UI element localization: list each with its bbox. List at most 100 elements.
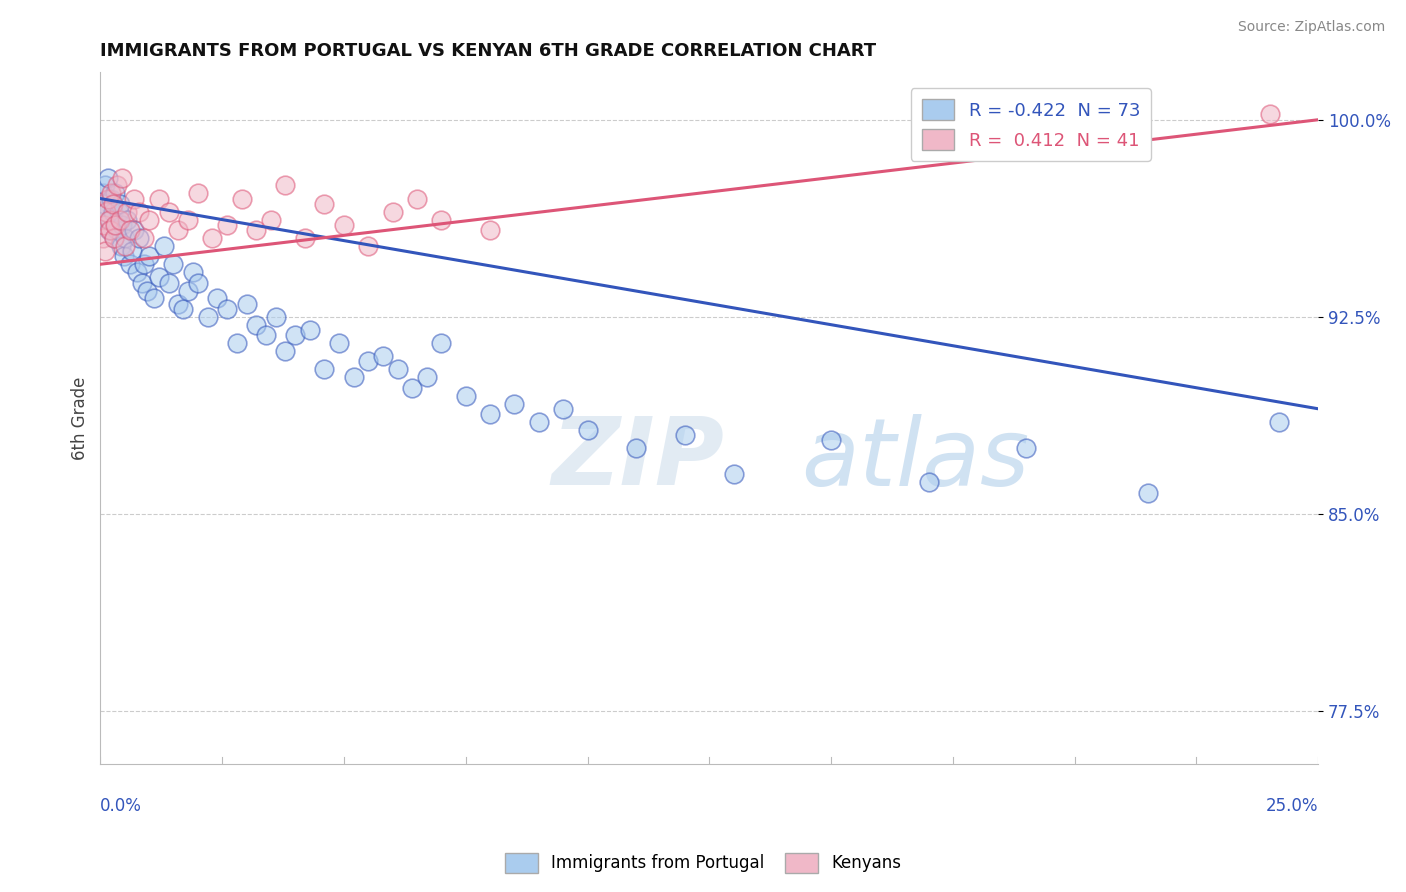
Point [94, 178, 117, 193]
Point [124, 192, 146, 206]
Point [197, 310, 219, 324]
Point [98, 212, 121, 227]
Point [201, 231, 224, 245]
Point [479, 223, 502, 237]
Point [101, 204, 124, 219]
Point [115, 204, 138, 219]
Point [131, 276, 153, 290]
Point [357, 354, 380, 368]
Text: Source: ZipAtlas.com: Source: ZipAtlas.com [1237, 20, 1385, 34]
Point [401, 381, 423, 395]
Point [298, 323, 321, 337]
Point [626, 441, 648, 455]
Point [503, 396, 526, 410]
Point [294, 231, 316, 245]
Point [104, 186, 127, 201]
Point [115, 212, 138, 227]
Point [114, 239, 136, 253]
Point [207, 292, 229, 306]
Point [181, 265, 204, 279]
Point [134, 257, 156, 271]
Point [93, 218, 115, 232]
Point [225, 336, 247, 351]
Point [107, 223, 129, 237]
Point [98, 212, 121, 227]
Legend: Immigrants from Portugal, Kenyans: Immigrants from Portugal, Kenyans [498, 847, 908, 880]
Point [148, 192, 170, 206]
Point [381, 204, 404, 219]
Point [97, 192, 120, 206]
Text: IMMIGRANTS FROM PORTUGAL VS KENYAN 6TH GRADE CORRELATION CHART: IMMIGRANTS FROM PORTUGAL VS KENYAN 6TH G… [100, 42, 876, 60]
Point [114, 231, 136, 245]
Point [152, 239, 174, 253]
Point [104, 218, 127, 232]
Point [128, 231, 150, 245]
Point [357, 239, 380, 253]
Point [108, 196, 131, 211]
Point [111, 170, 134, 185]
Point [416, 370, 439, 384]
Point [100, 192, 122, 206]
Text: ZIP: ZIP [551, 414, 724, 506]
Y-axis label: 6th Grade: 6th Grade [72, 376, 89, 459]
Point [138, 212, 160, 227]
Point [387, 362, 409, 376]
Point [430, 212, 453, 227]
Point [820, 434, 842, 448]
Point [371, 349, 394, 363]
Point [93, 196, 115, 211]
Point [723, 467, 745, 482]
Point [162, 257, 184, 271]
Point [96, 204, 118, 219]
Point [107, 178, 129, 193]
Point [260, 212, 283, 227]
Point [406, 192, 429, 206]
Point [118, 223, 141, 237]
Point [108, 204, 131, 219]
Point [235, 296, 257, 310]
Point [103, 231, 125, 245]
Point [215, 218, 238, 232]
Point [134, 231, 156, 245]
Point [328, 336, 350, 351]
Point [454, 389, 477, 403]
Point [91, 186, 114, 201]
Text: atlas: atlas [800, 414, 1029, 505]
Point [94, 244, 117, 259]
Point [333, 218, 356, 232]
Point [430, 336, 453, 351]
Point [112, 249, 135, 263]
Point [172, 301, 194, 316]
Text: 0.0%: 0.0% [100, 797, 142, 815]
Point [917, 475, 939, 490]
Point [148, 270, 170, 285]
Point [98, 223, 121, 237]
Point [274, 343, 297, 358]
Point [254, 328, 277, 343]
Point [187, 276, 209, 290]
Point [343, 370, 366, 384]
Point [97, 170, 120, 185]
Point [177, 212, 200, 227]
Point [167, 296, 190, 310]
Point [314, 196, 336, 211]
Point [274, 178, 297, 193]
Point [91, 231, 114, 245]
Point [101, 196, 124, 211]
Point [177, 284, 200, 298]
Point [576, 423, 599, 437]
Point [103, 231, 125, 245]
Point [110, 239, 132, 253]
Point [479, 407, 502, 421]
Point [167, 223, 190, 237]
Point [553, 401, 575, 416]
Point [128, 204, 150, 219]
Point [100, 186, 122, 201]
Point [138, 249, 160, 263]
Point [96, 204, 118, 219]
Point [118, 257, 141, 271]
Point [157, 276, 180, 290]
Point [245, 318, 267, 332]
Point [125, 265, 148, 279]
Point [1136, 486, 1159, 500]
